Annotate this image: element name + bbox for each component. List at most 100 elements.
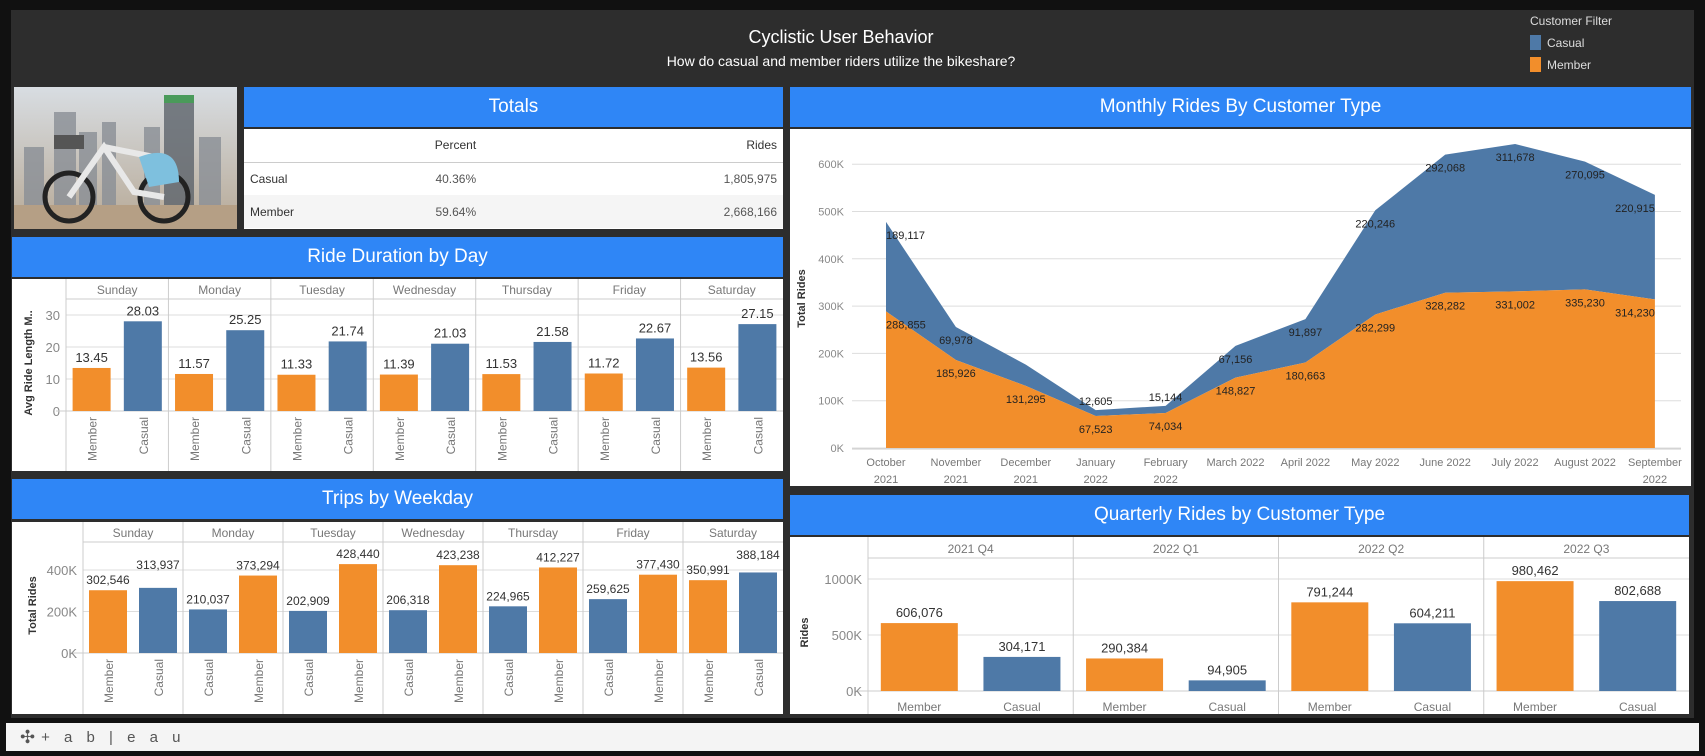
facet-label: Tuesday <box>310 526 356 540</box>
facet-label: Wednesday <box>401 526 464 540</box>
bar-value-label: 350,991 <box>686 563 730 577</box>
member-value-label: 148,827 <box>1216 386 1256 398</box>
bar-casual <box>1599 601 1677 691</box>
member-swatch <box>1530 57 1541 72</box>
x-category-label: Casual <box>1619 700 1656 714</box>
member-value-label: 335,230 <box>1565 297 1605 309</box>
rides-cell: 2,668,166 <box>691 195 783 228</box>
member-value-label: 74,034 <box>1149 421 1183 433</box>
legend-item-casual[interactable]: Casual <box>1530 35 1612 50</box>
bar-value-label: 259,625 <box>586 582 630 596</box>
x-category-label: Member <box>352 659 366 703</box>
bar-value-label: 980,462 <box>1512 563 1559 578</box>
casual-value-label: 69,978 <box>939 335 973 347</box>
x-tick-label: 2021 <box>1014 474 1038 486</box>
bar-value-label: 302,546 <box>86 573 130 587</box>
bar-member <box>689 580 727 653</box>
facet-label: 2022 Q2 <box>1358 542 1404 556</box>
bar-value-label: 802,688 <box>1614 583 1661 598</box>
bar-value-label: 224,965 <box>486 589 530 603</box>
member-value-label: 288,855 <box>886 319 926 331</box>
bar-member <box>880 623 958 691</box>
y-tick-label: 400K <box>47 563 78 578</box>
member-value-label: 314,230 <box>1615 307 1655 319</box>
y-tick-label: 600K <box>818 159 844 171</box>
legend-label: Casual <box>1547 35 1585 50</box>
x-category-label: Member <box>652 659 666 703</box>
y-axis-title: Rides <box>799 618 811 648</box>
casual-value-label: 12,605 <box>1079 396 1113 408</box>
x-category-label: Member <box>188 417 202 461</box>
x-category-label: Casual <box>1003 700 1040 714</box>
bar-member <box>639 574 677 653</box>
bar-member <box>1086 658 1164 691</box>
bar-value-label: 13.56 <box>690 350 723 365</box>
bar-value-label: 21.03 <box>434 326 467 341</box>
y-tick-label: 0K <box>846 684 862 699</box>
facet-label: Thursday <box>502 283 552 297</box>
casual-value-label: 292,068 <box>1425 163 1465 175</box>
bar-casual <box>1393 623 1471 691</box>
x-category-label: Member <box>252 659 266 703</box>
legend-title: Customer Filter <box>1530 14 1613 28</box>
totals-header: Totals <box>244 87 783 127</box>
bar-member <box>1496 581 1574 691</box>
bar-member <box>584 373 623 411</box>
tableau-brand: + a b | e a u <box>41 728 186 746</box>
x-tick-label: February <box>1144 457 1189 469</box>
x-tick-label: December <box>1000 457 1051 469</box>
facet-label: Monday <box>212 526 255 540</box>
casual-value-label: 311,678 <box>1496 152 1535 164</box>
dashboard-subtitle: How do casual and member riders utilize … <box>666 53 1016 69</box>
ride-duration-chart: 0102030Avg Ride Length M..Sunday13.45Mem… <box>12 279 783 471</box>
bike-city-photo <box>14 87 237 229</box>
bar-value-label: 377,430 <box>636 558 680 572</box>
casual-value-label: 220,915 <box>1615 203 1655 215</box>
x-category-label: Member <box>1513 700 1557 714</box>
x-tick-label: October <box>866 457 905 469</box>
bar-casual <box>389 610 427 653</box>
bar-value-label: 25.25 <box>229 312 262 327</box>
bar-value-label: 11.39 <box>383 357 415 372</box>
bar-casual <box>139 587 177 653</box>
bar-value-label: 11.53 <box>486 356 518 371</box>
member-value-label: 185,926 <box>936 368 976 380</box>
y-tick-label: 0K <box>831 443 845 455</box>
bar-value-label: 21.74 <box>331 323 364 338</box>
tableau-footer[interactable]: ✣ + a b | e a u <box>6 723 1699 751</box>
facet-label: Sunday <box>97 283 138 297</box>
bar-value-label: 290,384 <box>1101 640 1148 655</box>
x-category-label: Member <box>102 659 116 703</box>
bar-value-label: 388,184 <box>736 548 780 562</box>
bar-member <box>687 367 726 411</box>
bar-value-label: 202,909 <box>286 594 330 608</box>
x-category-label: Member <box>495 417 509 461</box>
x-tick-label: March 2022 <box>1206 457 1264 469</box>
casual-value-label: 220,246 <box>1355 218 1395 230</box>
bar-value-label: 22.67 <box>639 320 672 335</box>
y-tick-label: 30 <box>46 308 60 323</box>
bar-casual <box>226 330 265 411</box>
bar-value-label: 206,318 <box>386 593 430 607</box>
bar-member <box>89 590 127 653</box>
casual-value-label: 189,117 <box>886 230 925 242</box>
member-value-label: 328,282 <box>1425 301 1465 313</box>
x-tick-label: July 2022 <box>1492 457 1539 469</box>
percent-cell: 59.64% <box>322 195 692 228</box>
ride-duration-header: Ride Duration by Day <box>12 237 783 277</box>
row-label: Member <box>244 195 323 228</box>
x-category-label: Casual <box>649 417 663 454</box>
table-row: Casual 40.36% 1,805,975 <box>244 162 783 195</box>
bar-value-label: 373,294 <box>236 559 280 573</box>
bar-member <box>439 565 477 653</box>
bar-value-label: 28.03 <box>127 303 160 318</box>
legend-item-member[interactable]: Member <box>1530 57 1612 72</box>
y-tick-label: 500K <box>832 628 863 643</box>
bar-casual <box>635 338 674 411</box>
member-value-label: 180,663 <box>1286 371 1326 383</box>
bar-value-label: 791,244 <box>1306 584 1353 599</box>
x-tick-label: April 2022 <box>1281 457 1331 469</box>
quarterly-rides-header: Quarterly Rides by Customer Type <box>790 495 1689 535</box>
member-value-label: 67,523 <box>1079 424 1113 436</box>
bar-casual <box>589 599 627 653</box>
